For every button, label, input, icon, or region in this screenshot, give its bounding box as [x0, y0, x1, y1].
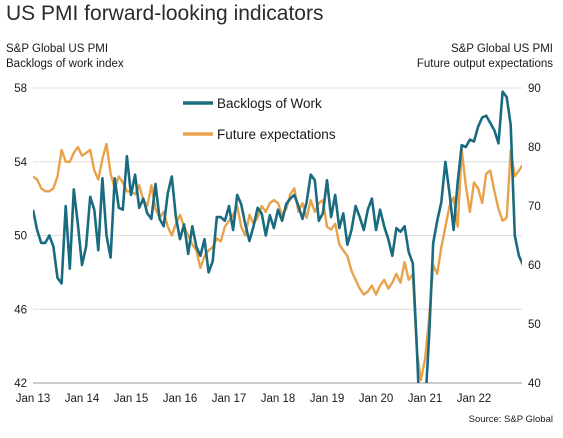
left-tick-label-0: 42 [14, 378, 27, 390]
right-tick-label-4: 80 [528, 142, 541, 154]
left-axis-title-line2: Backlogs of work index [6, 58, 124, 70]
source-note: Source: S&P Global [468, 414, 553, 425]
x-tick-label-6: Jan 19 [310, 393, 345, 405]
right-axis-title-line1: S&P Global US PMI [450, 43, 553, 55]
left-tick-label-1: 46 [14, 304, 27, 316]
left-axis-title-line1: S&P Global US PMI [6, 43, 109, 55]
legend-label-0: Backlogs of Work [217, 96, 322, 111]
series-line-future-expectations [33, 142, 522, 382]
x-tick-label-2: Jan 15 [114, 393, 149, 405]
x-tick-label-5: Jan 18 [261, 393, 296, 405]
left-tick-label-3: 54 [14, 157, 27, 169]
x-tick-label-8: Jan 21 [408, 393, 443, 405]
right-tick-label-3: 70 [528, 201, 541, 213]
series-line-backlogs-of-work [33, 90, 522, 383]
right-tick-label-0: 40 [528, 378, 541, 390]
x-tick-label-1: Jan 14 [65, 393, 100, 405]
x-tick-label-3: Jan 16 [163, 393, 198, 405]
chart-title: US PMI forward-looking indicators [6, 2, 324, 25]
x-tick-label-0: Jan 13 [16, 393, 51, 405]
left-tick-label-2: 50 [14, 231, 27, 243]
right-tick-label-1: 50 [528, 319, 541, 331]
x-tick-label-7: Jan 20 [359, 393, 394, 405]
x-tick-label-9: Jan 22 [457, 393, 492, 405]
right-axis-title: S&P Global US PMI Future output expectat… [417, 42, 553, 72]
right-tick-label-5: 90 [528, 83, 541, 95]
right-tick-label-2: 60 [528, 260, 541, 272]
left-tick-label-4: 58 [14, 83, 27, 95]
legend-label-1: Future expectations [217, 127, 336, 142]
x-tick-label-4: Jan 17 [212, 393, 247, 405]
right-axis-title-line2: Future output expectations [416, 58, 553, 70]
left-axis-title: S&P Global US PMI Backlogs of work index [6, 42, 124, 72]
